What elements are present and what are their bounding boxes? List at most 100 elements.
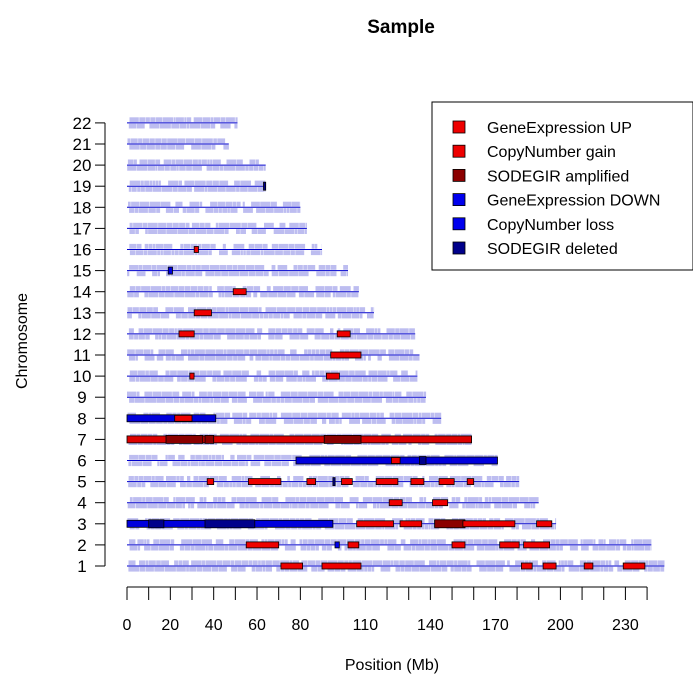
segment-up [193, 246, 199, 253]
segment-up [347, 541, 360, 549]
x-axis-label: Position (Mb) [345, 657, 439, 674]
legend-box [431, 101, 693, 271]
y-tick-label: 12 [73, 325, 92, 344]
segment-up [583, 562, 594, 570]
legend-swatch [452, 241, 466, 255]
segment-up [390, 457, 401, 464]
probe-band [127, 265, 348, 277]
legend-swatch [452, 120, 466, 134]
probe-band [128, 180, 266, 192]
y-tick-label: 6 [77, 452, 86, 471]
legend-label: CopyNumber loss [487, 217, 614, 234]
legend-swatch [452, 193, 466, 207]
probe-band [127, 138, 229, 150]
y-tick-label: 15 [73, 262, 92, 281]
legend-label: SODEGIR amplified [487, 168, 629, 185]
y-tick-label: 19 [73, 177, 92, 196]
segment-sod_del [332, 477, 336, 487]
segment-up [375, 478, 399, 486]
y-tick-label: 20 [73, 156, 92, 175]
segment-up [174, 414, 193, 422]
y-tick-label: 11 [73, 346, 91, 365]
segment-down [334, 541, 340, 549]
probe-band [129, 370, 418, 382]
segment-up [521, 562, 533, 570]
segment-up [232, 288, 247, 296]
x-tick-label: 200 [547, 617, 574, 634]
segment-up [306, 478, 316, 486]
x-tick-label: 40 [205, 617, 223, 634]
y-tick-label: 17 [73, 219, 92, 238]
y-axis-label: Chromosome [14, 293, 31, 389]
probe-band [127, 391, 427, 403]
probe-band [129, 222, 307, 234]
segment-up [451, 541, 466, 549]
y-tick-label: 4 [77, 494, 86, 513]
segment-up [280, 562, 303, 570]
segment-up [206, 478, 215, 486]
segment-up [462, 520, 516, 528]
segment-up [542, 562, 557, 570]
x-tick-label: 110 [353, 617, 379, 634]
legend-swatch [452, 217, 466, 231]
segment-up [388, 499, 403, 507]
x-axis: 0 20 40 60 80 110 140 170 200 230 [123, 586, 648, 634]
segment-up [193, 309, 212, 317]
legend-label: SODEGIR deleted [487, 241, 618, 258]
probe-band [127, 307, 375, 319]
segment-up [247, 478, 282, 486]
segment-loss [167, 266, 173, 275]
probe-band [129, 243, 323, 256]
y-tick-label: 18 [73, 198, 92, 217]
segment-up [341, 478, 353, 486]
y-tick-label: 7 [77, 430, 86, 449]
y-tick-label: 8 [77, 409, 86, 428]
y-tick-label: 5 [77, 473, 86, 492]
legend-label: CopyNumber gain [487, 144, 616, 161]
segment-sod_amp [323, 434, 362, 444]
segment-up [189, 372, 195, 380]
probe-band [127, 286, 359, 298]
segment-sod_del [419, 456, 427, 465]
segment-up [536, 520, 553, 528]
segment-up [336, 330, 351, 338]
x-tick-label: 0 [123, 617, 132, 634]
legend-label: GeneExpression UP [487, 120, 632, 137]
probe-band [127, 159, 266, 171]
y-tick-label: 2 [77, 536, 86, 555]
y-tick-label: 22 [73, 114, 92, 133]
y-tick-label: 21 [73, 135, 92, 154]
y-tick-label: 3 [77, 515, 86, 534]
legend: GeneExpression UP CopyNumber gain SODEGIR … [431, 101, 693, 271]
segment-up [245, 541, 280, 549]
y-tick-label: 13 [73, 304, 92, 323]
probe-band [128, 201, 301, 213]
legend-swatch [452, 168, 466, 182]
segment-up [356, 520, 394, 528]
y-tick-label: 9 [77, 388, 86, 407]
segment-gain [126, 435, 473, 444]
segment-up [466, 478, 475, 486]
segment-layer [126, 181, 646, 570]
x-tick-label: 170 [482, 617, 509, 634]
segment-up [523, 541, 550, 549]
segment-sod_del [263, 181, 267, 191]
segment-sod_del [204, 519, 256, 529]
x-tick-label: 80 [292, 617, 310, 634]
segment-sod_amp [204, 434, 215, 444]
segment-up [325, 372, 340, 380]
x-tick-label: 20 [161, 617, 179, 634]
segment-up [410, 478, 425, 486]
y-tick-label: 16 [73, 241, 92, 260]
segment-up [399, 520, 423, 528]
chart-title: Sample [367, 17, 435, 38]
segment-sod_del [148, 519, 165, 529]
segment-up [499, 541, 520, 549]
y-tick-label: 1 [77, 557, 86, 576]
segment-up [330, 351, 362, 359]
x-tick-label: 140 [417, 617, 444, 634]
probe-band [127, 497, 539, 509]
segment-up [622, 562, 646, 570]
legend-swatch [452, 144, 466, 158]
